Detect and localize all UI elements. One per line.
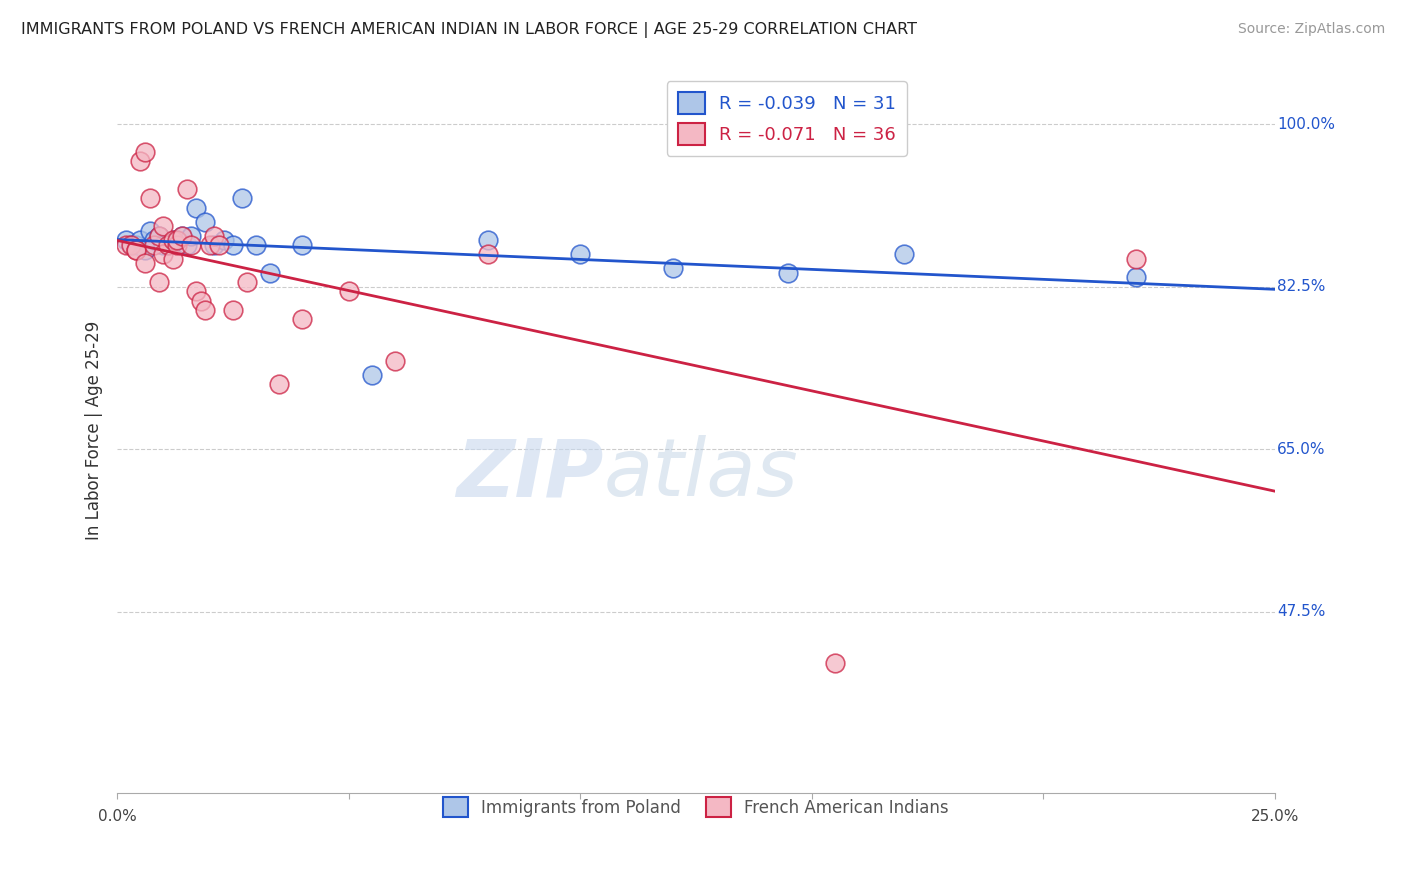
Point [176,238,198,252]
Point [198,238,221,252]
Point [208,238,231,252]
Point [184,285,207,299]
Point [166,233,188,247]
Point [115,233,138,247]
Point [1125,252,1147,266]
Point [569,247,592,261]
Point [162,233,184,247]
Point [148,228,170,243]
Point [143,233,166,247]
Legend: Immigrants from Poland, French American Indians: Immigrants from Poland, French American … [436,790,956,824]
Point [129,233,152,247]
Text: ZIP: ZIP [456,435,603,513]
Point [269,377,291,392]
Point [166,238,188,252]
Point [125,243,148,257]
Text: atlas: atlas [603,435,799,513]
Point [129,154,152,169]
Point [477,233,499,247]
Point [194,215,217,229]
Point [180,228,202,243]
Point [190,293,212,308]
Text: 82.5%: 82.5% [1277,279,1326,294]
Text: 47.5%: 47.5% [1277,604,1326,619]
Point [125,243,148,257]
Point [138,224,160,238]
Point [202,228,225,243]
Point [152,219,174,234]
Point [236,275,259,289]
Point [170,228,193,243]
Point [162,252,184,266]
Point [778,266,800,280]
Point [824,656,846,670]
Point [661,261,683,276]
Point [120,238,142,252]
Point [212,233,235,247]
Point [259,266,281,280]
Point [143,238,166,252]
Point [477,247,499,261]
Point [157,238,180,252]
Text: 0.0%: 0.0% [98,809,136,824]
Point [152,238,174,252]
Point [157,238,180,252]
Point [360,368,382,382]
Point [222,238,245,252]
Point [115,238,138,252]
Point [148,228,170,243]
Point [184,201,207,215]
Point [337,285,360,299]
Text: Source: ZipAtlas.com: Source: ZipAtlas.com [1237,22,1385,37]
Point [134,243,156,257]
Point [166,233,188,247]
Point [138,192,160,206]
Point [291,312,314,326]
Point [125,238,148,252]
Point [176,182,198,196]
Point [202,238,225,252]
Point [384,354,406,368]
Text: IMMIGRANTS FROM POLAND VS FRENCH AMERICAN INDIAN IN LABOR FORCE | AGE 25-29 CORR: IMMIGRANTS FROM POLAND VS FRENCH AMERICA… [21,22,917,38]
Point [231,192,253,206]
Text: 65.0%: 65.0% [1277,442,1326,457]
Point [170,228,193,243]
Point [162,233,184,247]
Point [134,256,156,270]
Text: 100.0%: 100.0% [1277,117,1334,132]
Point [180,238,202,252]
Point [893,247,915,261]
Point [194,302,217,317]
Y-axis label: In Labor Force | Age 25-29: In Labor Force | Age 25-29 [86,321,103,541]
Point [134,145,156,159]
Point [152,247,174,261]
Point [245,238,267,252]
Text: 25.0%: 25.0% [1250,809,1299,824]
Point [1125,270,1147,285]
Point [291,238,314,252]
Point [148,275,170,289]
Point [222,302,245,317]
Point [120,238,142,252]
